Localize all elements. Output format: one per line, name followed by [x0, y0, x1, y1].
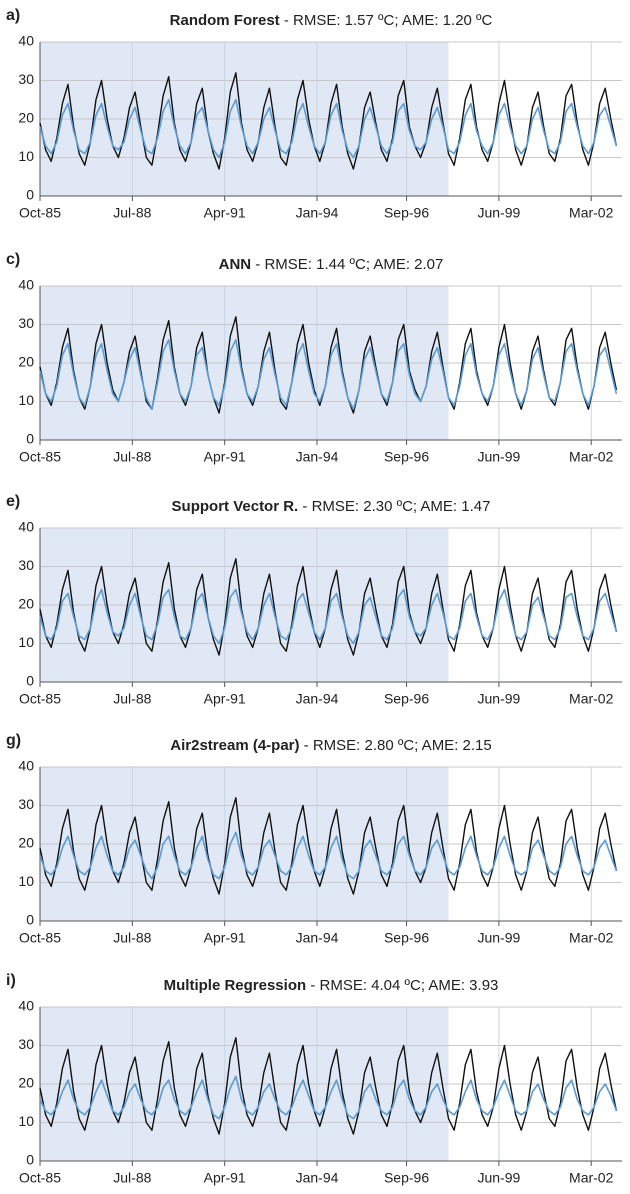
- x-tick-label: Sep-96: [384, 205, 429, 221]
- y-tick-label: 10: [18, 873, 34, 889]
- panel-label: a): [6, 7, 20, 24]
- metrics: - RMSE: 1.57 ºC; AME: 1.20 ºC: [280, 12, 493, 29]
- panel-label: e): [6, 493, 20, 510]
- x-tick-label: Apr-91: [204, 930, 246, 946]
- y-tick-label: 10: [18, 1113, 34, 1129]
- x-tick-label: Jun-99: [477, 449, 520, 465]
- x-tick-label: Sep-96: [384, 449, 429, 465]
- panel-label: i): [6, 972, 16, 989]
- panel: i) Multiple Regression - RMSE: 4.04 ºC; A…: [6, 972, 622, 1186]
- metrics: - RMSE: 2.30 ºC; AME: 1.47: [298, 498, 490, 515]
- x-tick-label: Jan-94: [296, 449, 339, 465]
- x-tick-label: Oct-85: [19, 691, 61, 707]
- x-tick-label: Sep-96: [384, 1170, 429, 1186]
- panel: c) ANN - RMSE: 1.44 ºC; AME: 2.07 0 10 20 30 4…: [6, 251, 622, 465]
- chart-title: Air2stream (4-par) - RMSE: 2.80 ºC; AME:…: [170, 737, 491, 754]
- y-tick-label: 20: [18, 835, 34, 851]
- model-name: ANN: [219, 256, 252, 273]
- chart-title: Support Vector R. - RMSE: 2.30 ºC; AME: …: [172, 498, 491, 515]
- x-tick-label: Jul-88: [113, 205, 151, 221]
- x-tick-label: Jul-88: [113, 1170, 151, 1186]
- y-tick-label: 20: [18, 110, 34, 126]
- x-tick-label: Apr-91: [204, 1170, 246, 1186]
- series-line: [39, 1075, 618, 1120]
- y-tick-label: 0: [26, 673, 34, 689]
- x-tick-label: Jul-88: [113, 930, 151, 946]
- series-line: [39, 588, 618, 645]
- x-tick-label: Jun-99: [477, 1170, 520, 1186]
- series-line: [39, 72, 618, 170]
- y-tick-label: 40: [18, 519, 34, 535]
- metrics: - RMSE: 2.80 ºC; AME: 2.15: [300, 737, 492, 754]
- x-tick-label: Apr-91: [204, 691, 246, 707]
- y-tick-label: 30: [18, 71, 34, 87]
- x-tick-label: Mar-02: [569, 205, 614, 221]
- x-tick-label: Oct-85: [19, 449, 61, 465]
- y-tick-label: 30: [18, 315, 34, 331]
- x-tick-label: Apr-91: [204, 449, 246, 465]
- y-tick-label: 0: [26, 187, 34, 203]
- metrics: - RMSE: 4.04 ºC; AME: 3.93: [306, 977, 498, 994]
- panel-label: g): [6, 732, 21, 749]
- x-tick-label: Jan-94: [296, 930, 339, 946]
- model-name: Support Vector R.: [172, 498, 299, 515]
- y-tick-label: 40: [18, 33, 34, 49]
- x-tick-label: Jun-99: [477, 205, 520, 221]
- model-name: Air2stream (4-par): [170, 737, 299, 754]
- x-tick-label: Jun-99: [477, 930, 520, 946]
- series-line: [39, 831, 618, 880]
- x-tick-label: Jan-94: [296, 1170, 339, 1186]
- x-tick-label: Mar-02: [569, 930, 614, 946]
- chart-title: Multiple Regression - RMSE: 4.04 ºC; AME…: [164, 977, 499, 994]
- y-tick-label: 20: [18, 1075, 34, 1091]
- y-tick-label: 10: [18, 634, 34, 650]
- x-tick-label: Jan-94: [296, 691, 339, 707]
- x-tick-label: Jan-94: [296, 205, 339, 221]
- y-tick-label: 40: [18, 277, 34, 293]
- y-tick-label: 10: [18, 148, 34, 164]
- series-line: [39, 558, 618, 656]
- chart-title: Random Forest - RMSE: 1.57 ºC; AME: 1.20…: [170, 12, 493, 29]
- x-tick-label: Sep-96: [384, 691, 429, 707]
- x-tick-label: Jun-99: [477, 691, 520, 707]
- model-name: Multiple Regression: [164, 977, 307, 994]
- y-tick-label: 10: [18, 392, 34, 408]
- panel: g) Air2stream (4-par) - RMSE: 2.80 ºC; AM…: [6, 732, 622, 946]
- y-tick-label: 0: [26, 1152, 34, 1168]
- x-tick-label: Oct-85: [19, 205, 61, 221]
- x-tick-label: Mar-02: [569, 691, 614, 707]
- x-tick-label: Oct-85: [19, 1170, 61, 1186]
- model-name: Random Forest: [170, 12, 280, 29]
- metrics: - RMSE: 1.44 ºC; AME: 2.07: [251, 256, 443, 273]
- y-tick-label: 40: [18, 998, 34, 1014]
- series-line: [39, 339, 618, 410]
- x-tick-label: Oct-85: [19, 930, 61, 946]
- series-line: [39, 1037, 618, 1135]
- y-tick-label: 30: [18, 557, 34, 573]
- series-line: [39, 797, 618, 895]
- y-tick-label: 30: [18, 796, 34, 812]
- panel: e) Support Vector R. - RMSE: 2.30 ºC; AME…: [6, 493, 622, 707]
- x-tick-label: Apr-91: [204, 205, 246, 221]
- y-tick-label: 0: [26, 431, 34, 447]
- y-tick-label: 20: [18, 596, 34, 612]
- x-tick-label: Sep-96: [384, 930, 429, 946]
- panel-label: c): [6, 251, 20, 268]
- x-tick-label: Mar-02: [569, 1170, 614, 1186]
- x-tick-label: Mar-02: [569, 449, 614, 465]
- y-tick-label: 30: [18, 1036, 34, 1052]
- y-tick-label: 0: [26, 912, 34, 928]
- series-line: [39, 98, 618, 159]
- panel: a) Random Forest - RMSE: 1.57 ºC; AME: 1.…: [6, 7, 622, 221]
- y-tick-label: 20: [18, 354, 34, 370]
- x-tick-label: Jul-88: [113, 449, 151, 465]
- chart-title: ANN - RMSE: 1.44 ºC; AME: 2.07: [219, 256, 444, 273]
- x-tick-label: Jul-88: [113, 691, 151, 707]
- y-tick-label: 40: [18, 758, 34, 774]
